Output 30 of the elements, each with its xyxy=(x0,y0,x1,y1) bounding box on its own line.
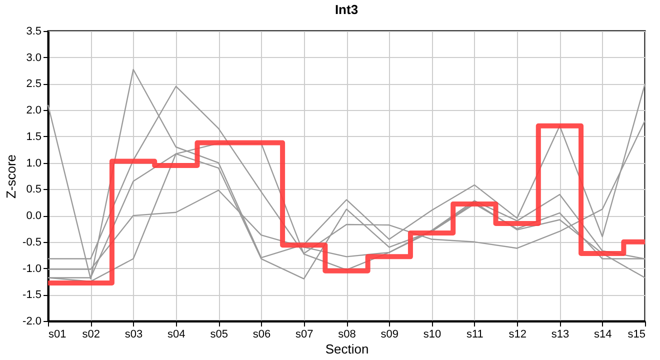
y-tick-label: 0.5 xyxy=(26,184,42,196)
y-tick-label: 3.5 xyxy=(26,26,42,38)
y-tick-label: -1.5 xyxy=(22,289,42,302)
chart-title: Int3 xyxy=(334,2,358,17)
y-tick-label: -0.5 xyxy=(22,236,42,248)
x-tick-label: s02 xyxy=(82,328,100,340)
x-tick-label: s08 xyxy=(338,328,356,340)
x-tick-label: s15 xyxy=(628,328,646,340)
x-tick-label: s06 xyxy=(252,328,271,340)
x-tick-label: s01 xyxy=(48,328,66,340)
y-tick-label: -1.0 xyxy=(22,262,42,275)
x-tick-label: s14 xyxy=(594,328,612,340)
x-axis-title: Section xyxy=(325,342,369,356)
y-tick-label: 2.5 xyxy=(26,78,42,90)
y-tick-label: 1.5 xyxy=(26,130,42,143)
y-axis-title: Z-score xyxy=(4,154,19,199)
y-tick-label: 1.0 xyxy=(26,157,42,170)
x-tick-label: s12 xyxy=(508,328,526,340)
y-tick-label: 2.0 xyxy=(26,104,42,117)
x-tick-label: s04 xyxy=(168,328,186,340)
y-tick-label: 0.0 xyxy=(26,210,42,222)
x-tick-label: s10 xyxy=(423,328,442,340)
y-tick-label: -2.0 xyxy=(22,316,42,328)
x-tick-label: s11 xyxy=(466,328,484,340)
x-tick-label: s13 xyxy=(551,328,570,340)
x-tick-label: s05 xyxy=(210,328,228,340)
x-tick-label: s03 xyxy=(124,328,143,340)
x-tick-label: s07 xyxy=(295,328,314,340)
y-tick-label: 3.0 xyxy=(26,52,42,64)
x-tick-label: s09 xyxy=(380,328,399,340)
